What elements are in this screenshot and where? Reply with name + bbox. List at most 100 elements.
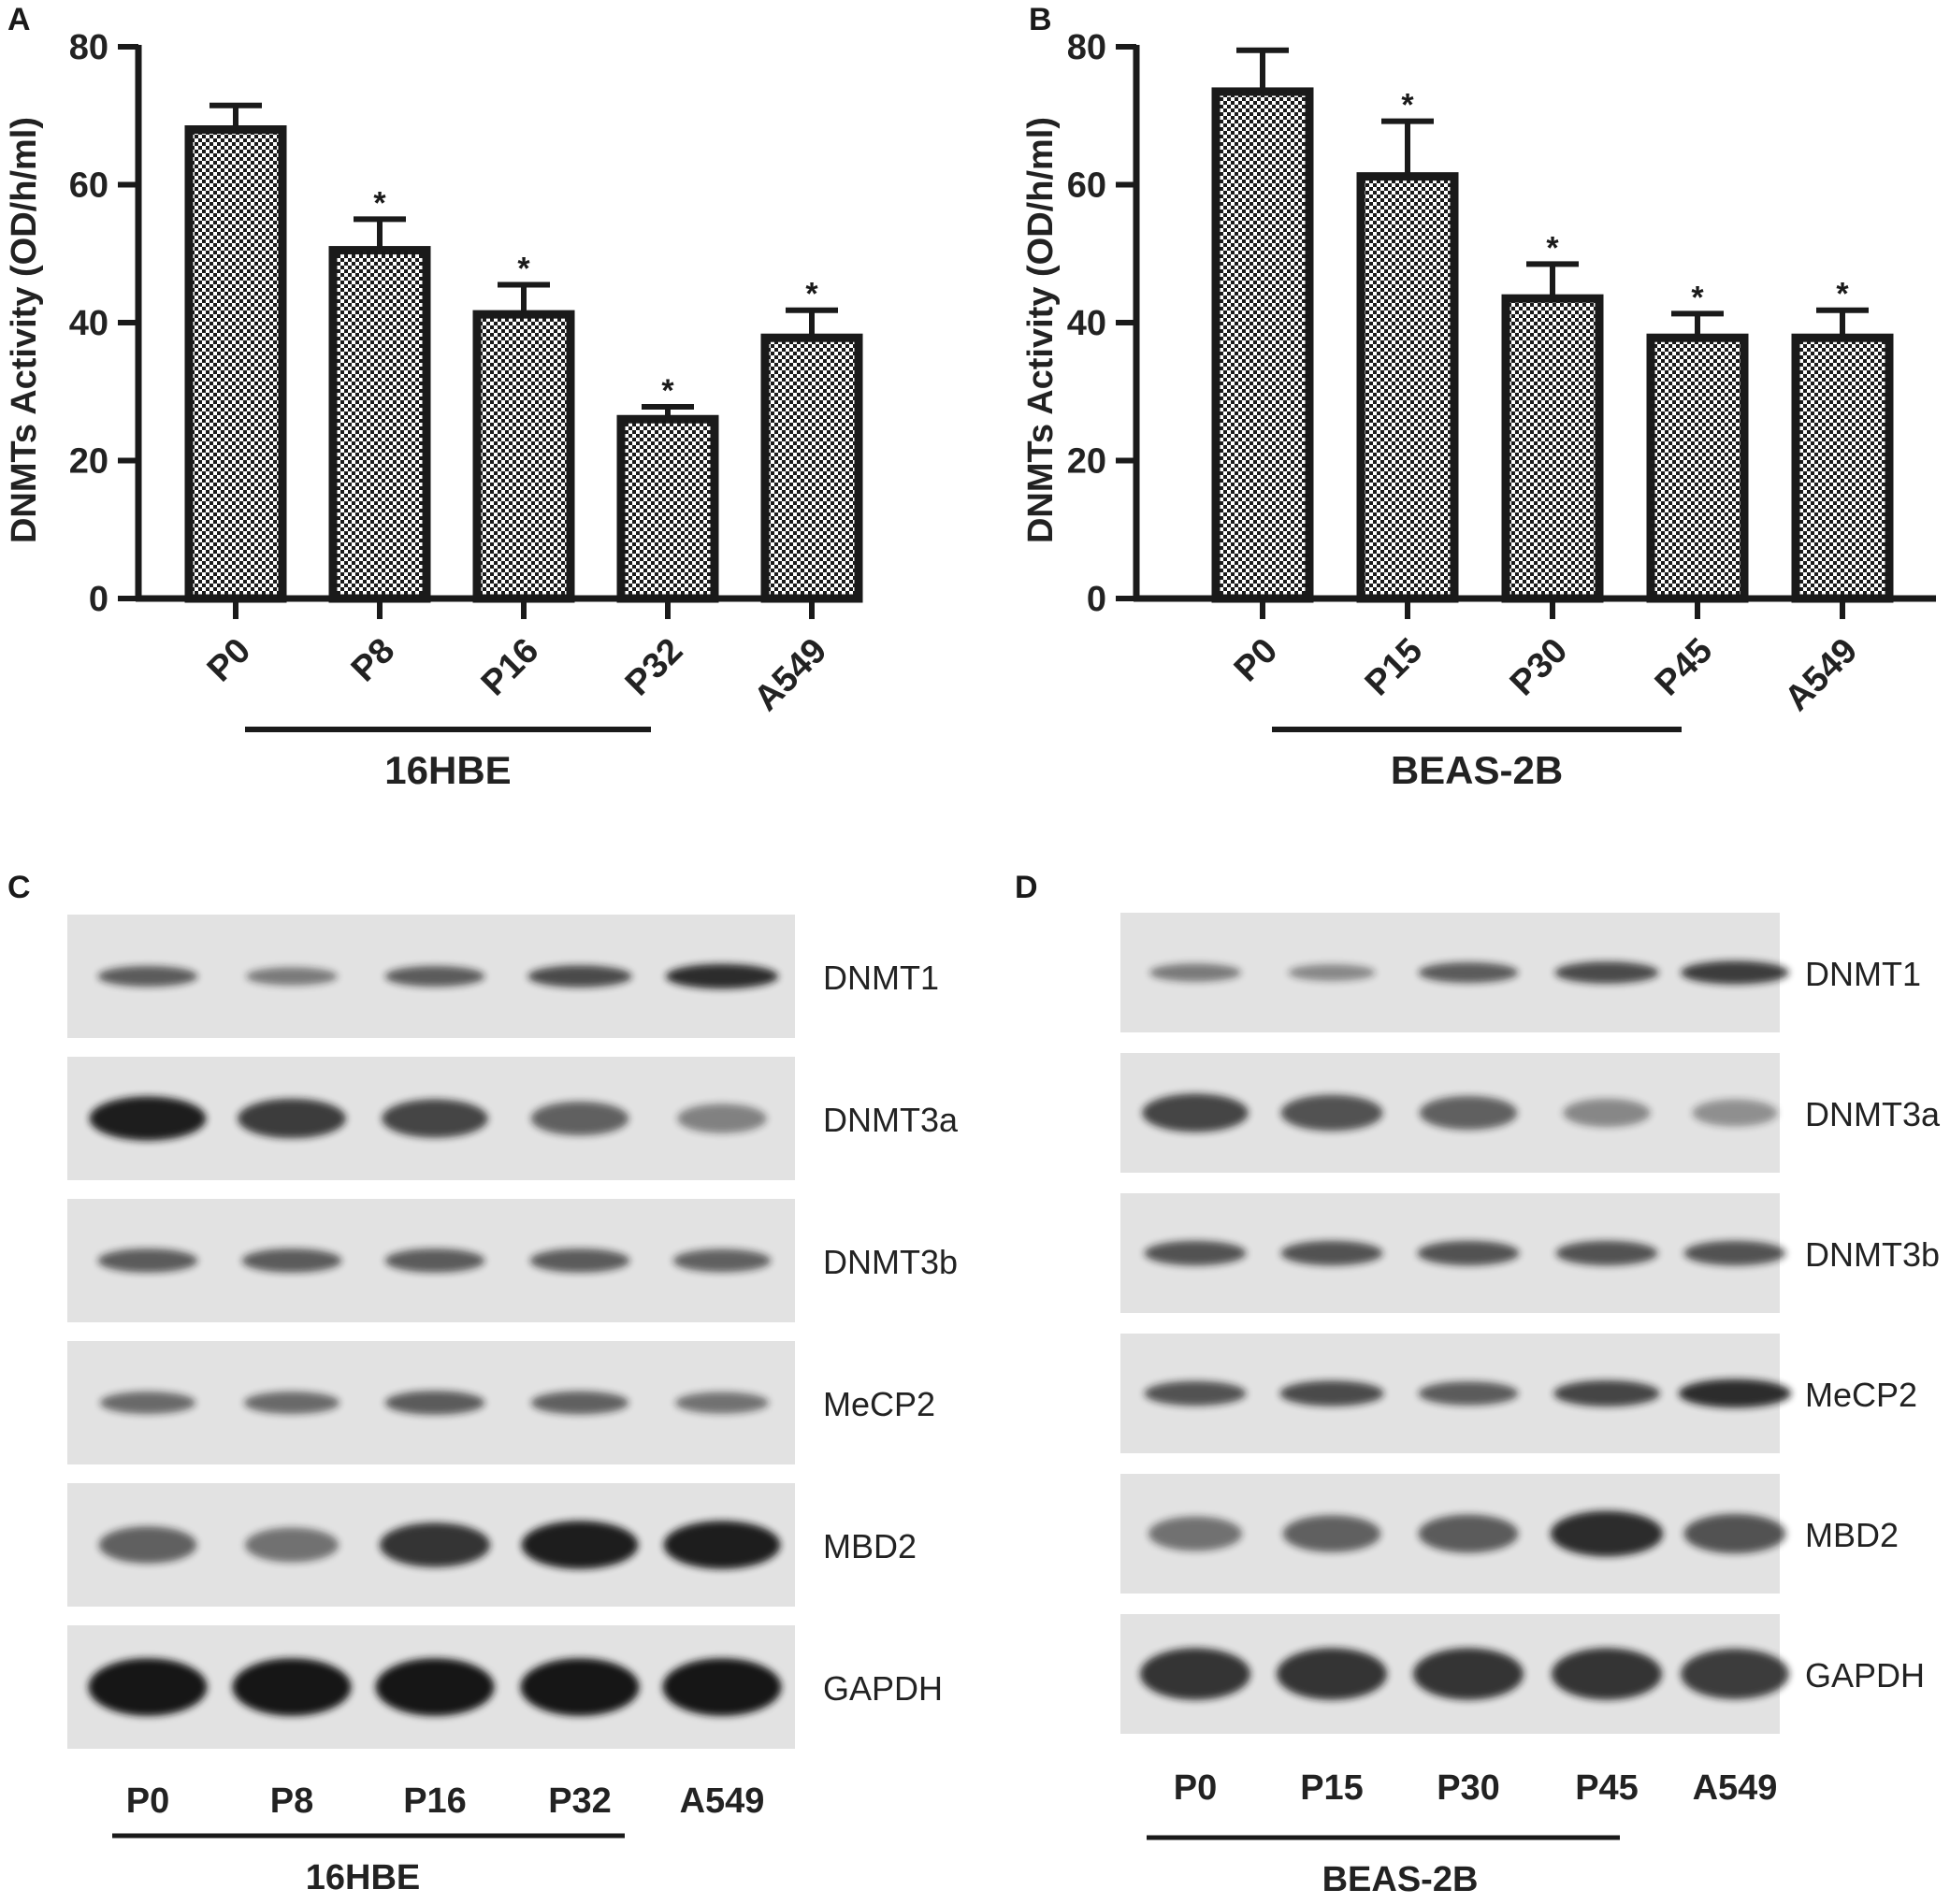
- chart-panel-a: A 0 20 40 60 80 DNMTs Activity (OD/h/ml) P0 * P8 *…: [5, 2, 863, 792]
- bar-p8: [328, 246, 431, 603]
- blot-band: [1563, 1098, 1651, 1128]
- blot-band: [1413, 1648, 1524, 1700]
- blot-band: [1683, 1513, 1786, 1554]
- blot-band: [1279, 1380, 1384, 1406]
- lane-label: A549: [680, 1781, 765, 1821]
- x-tick-label: P15: [1358, 631, 1431, 704]
- blot-row-dnmt3b: DNMT3b: [1120, 1193, 1940, 1313]
- x-tick-label: P0: [1227, 631, 1286, 690]
- blot-band: [520, 1658, 640, 1716]
- bar-p32: [616, 414, 719, 603]
- blot-band: [662, 1658, 782, 1716]
- blot-band: [241, 1248, 342, 1273]
- blot-band: [675, 1392, 769, 1414]
- blot-panel-d: D DNMT1 DNMT3a DNMT3b MeCP2 MBD2 GAPDH P0 P15 P30…: [1015, 870, 1941, 1899]
- y-tick-label: 40: [1067, 304, 1106, 343]
- blot-band: [530, 1391, 629, 1415]
- bar-a549: [760, 333, 863, 603]
- bar-p30: [1501, 294, 1604, 603]
- group-label: BEAS-2B: [1322, 1860, 1479, 1899]
- blot-band: [1552, 1648, 1662, 1700]
- blot-band: [238, 1098, 346, 1139]
- blot-band: [88, 1658, 208, 1716]
- blot-band: [384, 965, 485, 988]
- x-tick-label: P30: [1503, 631, 1576, 704]
- y-axis-label: DNMTs Activity (OD/h/ml): [5, 117, 44, 543]
- blot-band: [243, 1392, 340, 1414]
- blot-band: [529, 1248, 630, 1273]
- blot-band: [1282, 1515, 1381, 1552]
- blot-band: [1418, 1514, 1519, 1553]
- x-tick-label: P8: [344, 631, 403, 690]
- protein-label: DNMT3a: [823, 1101, 959, 1139]
- blot-band: [384, 1248, 485, 1273]
- blot-band: [1555, 1240, 1658, 1266]
- blot-band: [382, 1099, 488, 1138]
- blot-band: [1692, 1099, 1778, 1127]
- protein-label: GAPDH: [823, 1669, 943, 1708]
- y-axis-label: DNMTs Activity (OD/h/ml): [1021, 117, 1061, 543]
- blot-row-gapdh: GAPDH: [67, 1625, 943, 1749]
- protein-label: MBD2: [1805, 1516, 1899, 1554]
- blot-row-dnmt3a: DNMT3a: [67, 1057, 959, 1180]
- lane-label: P0: [1174, 1768, 1217, 1808]
- lane-label: A549: [1693, 1768, 1778, 1808]
- bar-p45: [1646, 333, 1749, 603]
- blot-band: [672, 1248, 772, 1273]
- blot-band: [1280, 1094, 1383, 1132]
- blot-band: [1681, 1649, 1789, 1699]
- blot-panel-c: C DNMT1 DNMT3a DNMT3b MeCP2 MBD2 GAPDH P0 P8 P16 P…: [7, 870, 959, 1897]
- blot-band: [1277, 1648, 1387, 1700]
- protein-label: DNMT1: [1805, 955, 1921, 993]
- panel-letter: B: [1029, 2, 1052, 37]
- y-tick-label: 80: [1067, 28, 1106, 67]
- y-tick-label: 20: [69, 442, 108, 482]
- protein-label: GAPDH: [1805, 1656, 1925, 1695]
- blot-band: [97, 1248, 198, 1273]
- blot-band: [663, 1521, 781, 1569]
- blot-band: [1417, 1240, 1520, 1266]
- blot-band: [232, 1658, 352, 1716]
- x-tick-label: A549: [1777, 631, 1865, 719]
- blot-band: [384, 1391, 485, 1415]
- bar-p0: [184, 125, 287, 603]
- lane-label: P30: [1437, 1768, 1500, 1808]
- blot-band: [1550, 1510, 1664, 1557]
- group-label: 16HBE: [384, 748, 511, 792]
- significance-marker: *: [1401, 88, 1414, 123]
- blot-band: [677, 1103, 767, 1133]
- bar-p15: [1356, 172, 1459, 603]
- significance-marker: *: [517, 251, 530, 286]
- blot-band: [1148, 1516, 1242, 1551]
- blot-band: [246, 967, 338, 986]
- blot-band: [665, 963, 779, 989]
- blot-row-dnmt3a: DNMT3a: [1120, 1053, 1941, 1173]
- significance-marker: *: [1691, 280, 1704, 315]
- blot-band: [1681, 960, 1789, 985]
- blot-band: [380, 1522, 490, 1567]
- lane-label: P0: [126, 1781, 169, 1821]
- blot-band: [1144, 1380, 1247, 1406]
- protein-label: MeCP2: [1805, 1376, 1917, 1414]
- blot-band: [245, 1527, 339, 1563]
- blot-band: [1419, 1095, 1518, 1131]
- western-blots-layer: C DNMT1 DNMT3a DNMT3b MeCP2 MBD2 GAPDH P0 P8 P16 P…: [7, 870, 1941, 1899]
- y-tick-label: 80: [69, 28, 108, 67]
- blot-band: [1144, 1240, 1247, 1266]
- y-tick-label: 60: [69, 166, 108, 206]
- blot-band: [1142, 1093, 1249, 1132]
- y-tick-label: 0: [89, 580, 108, 619]
- blot-row-mbd2: MBD2: [1120, 1474, 1899, 1594]
- blot-row-dnmt3b: DNMT3b: [67, 1199, 958, 1322]
- protein-label: DNMT3b: [823, 1243, 958, 1281]
- bar-p0: [1211, 87, 1314, 603]
- blot-band: [98, 1526, 197, 1564]
- blot-band: [97, 965, 198, 988]
- blot-row-mbd2: MBD2: [67, 1483, 917, 1607]
- blot-band: [1149, 963, 1241, 982]
- lane-label: P32: [548, 1781, 612, 1821]
- lane-label: P8: [270, 1781, 313, 1821]
- bar-a549: [1791, 333, 1894, 603]
